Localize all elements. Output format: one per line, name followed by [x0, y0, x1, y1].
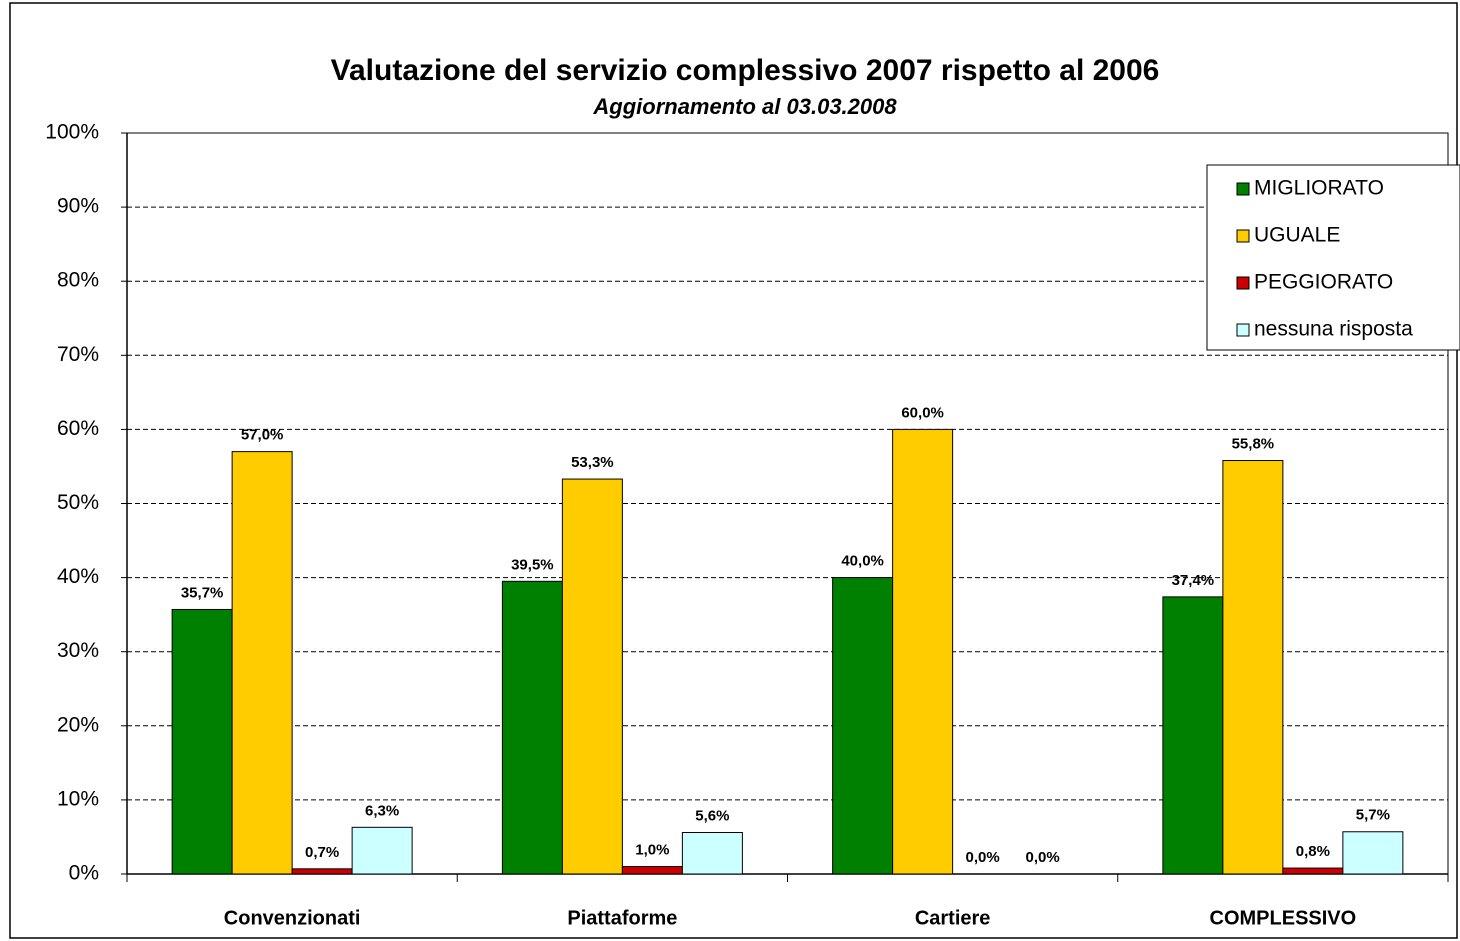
bar: [681, 832, 743, 875]
y-tick-label: 40%: [57, 565, 99, 588]
value-label: 37,4%: [1172, 572, 1215, 589]
value-label: 0,7%: [305, 844, 339, 861]
x-tick-label: COMPLESSIVO: [1210, 907, 1357, 929]
chart-subtitle: Aggiornamento al 03.03.2008: [592, 94, 897, 119]
y-tick-label: 70%: [57, 343, 99, 366]
value-label: 39,5%: [511, 556, 554, 573]
x-tick-label: Piattaforme: [567, 907, 677, 929]
bar: [561, 478, 623, 875]
bar: [231, 451, 293, 875]
bar: [171, 608, 233, 875]
bar: [832, 577, 894, 875]
value-label: 1,0%: [635, 842, 669, 859]
y-tick-label: 0%: [69, 862, 99, 885]
value-label: 0,8%: [1296, 843, 1330, 860]
legend-label: MIGLIORATO: [1254, 177, 1384, 200]
legend-swatch: [1236, 276, 1250, 290]
legend-swatch: [1236, 229, 1250, 243]
legend-swatch: [1236, 182, 1250, 196]
bar: [1162, 596, 1224, 875]
value-label: 5,7%: [1356, 807, 1390, 824]
value-label: 5,6%: [695, 807, 729, 824]
bar: [291, 868, 353, 875]
y-tick-label: 20%: [57, 713, 99, 736]
y-tick-label: 30%: [57, 639, 99, 662]
value-label: 35,7%: [181, 584, 224, 601]
bar: [501, 580, 563, 875]
bar: [621, 866, 683, 875]
bar: [1282, 867, 1344, 875]
legend-label: nessuna risposta: [1254, 318, 1413, 341]
legend-swatch: [1236, 323, 1250, 337]
value-label: 6,3%: [365, 802, 399, 819]
chart-title: Valutazione del servizio complessivo 200…: [331, 54, 1160, 87]
y-tick-label: 50%: [57, 491, 99, 514]
y-tick-label: 100%: [45, 121, 99, 144]
x-tick-label: Cartiere: [915, 907, 991, 929]
y-tick-label: 60%: [57, 417, 99, 440]
y-tick-label: 10%: [57, 787, 99, 810]
value-label: 40,0%: [841, 553, 884, 570]
bar: [1222, 460, 1284, 875]
bar: [351, 826, 413, 875]
value-label: 0,0%: [1026, 849, 1060, 866]
value-label: 55,8%: [1232, 435, 1275, 452]
value-label: 57,0%: [241, 427, 284, 444]
value-label: 0,0%: [966, 849, 1000, 866]
value-label: 53,3%: [571, 454, 614, 471]
y-tick-label: 90%: [57, 195, 99, 218]
value-label: 60,0%: [901, 404, 944, 421]
legend-label: PEGGIORATO: [1254, 271, 1393, 294]
bar: [892, 428, 954, 875]
x-tick-label: Convenzionati: [224, 907, 361, 929]
legend-label: UGUALE: [1254, 224, 1340, 247]
legend-box: [1206, 164, 1460, 351]
bar: [1342, 831, 1404, 875]
y-tick-label: 80%: [57, 269, 99, 292]
